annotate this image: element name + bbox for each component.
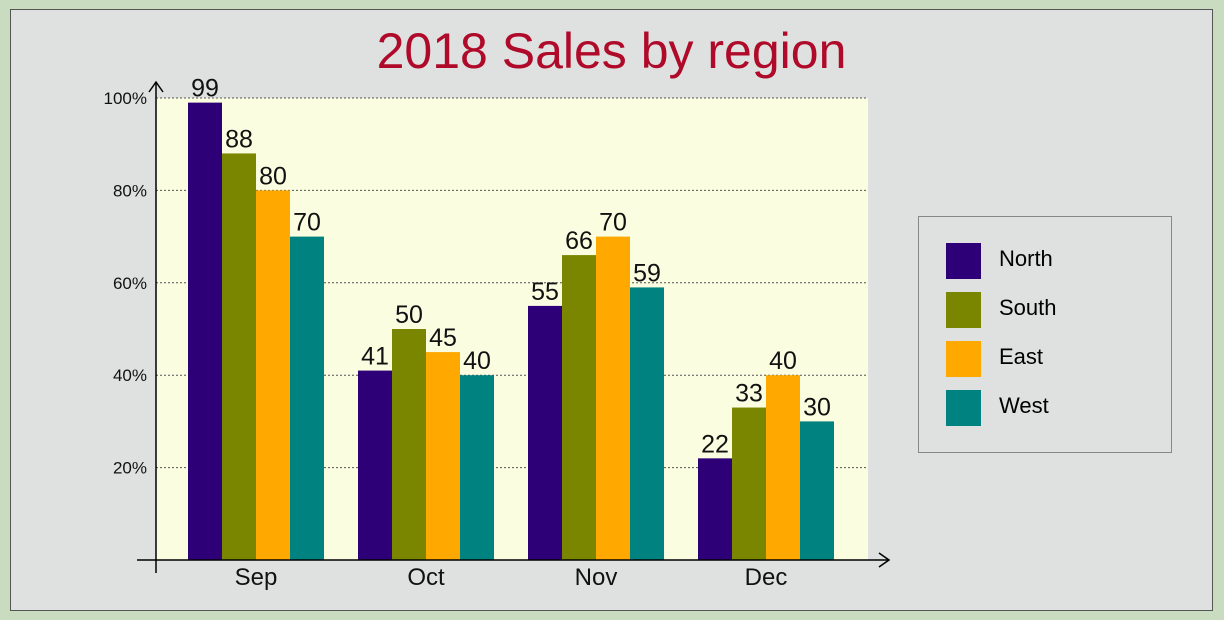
legend-label: South — [999, 295, 1057, 320]
bar-south-nov — [562, 255, 596, 560]
x-tick-label: Nov — [575, 564, 618, 591]
chart-plot: 20%40%60%80%100% 99888070Sep41504540Oct55… — [104, 75, 891, 591]
bar-east-nov — [596, 236, 630, 560]
data-label: 41 — [361, 343, 389, 371]
bar-east-dec — [766, 375, 800, 560]
x-tick-label: Sep — [235, 564, 278, 591]
data-label: 50 — [395, 301, 423, 329]
legend-item-north: North — [946, 243, 1166, 279]
y-tick-label: 20% — [113, 459, 147, 478]
chart-legend: North South East West — [918, 216, 1172, 453]
bar-west-sep — [290, 236, 324, 560]
bar-south-dec — [732, 407, 766, 560]
bar-west-dec — [800, 421, 834, 560]
y-axis-arrow — [148, 80, 164, 93]
y-tick-label: 60% — [113, 274, 147, 293]
legend-label: North — [999, 246, 1053, 271]
legend-label: West — [999, 393, 1049, 418]
bar-north-nov — [528, 305, 562, 560]
legend-label: East — [999, 344, 1044, 369]
x-axis-arrow — [878, 552, 891, 568]
data-label: 22 — [701, 430, 729, 458]
bar-south-oct — [392, 329, 426, 560]
data-label: 88 — [225, 125, 253, 153]
data-label: 66 — [565, 227, 593, 255]
bar-east-oct — [426, 352, 460, 560]
data-label: 55 — [531, 278, 559, 306]
data-label: 80 — [259, 162, 287, 190]
y-tick-label: 40% — [113, 366, 147, 385]
data-label: 99 — [191, 75, 219, 103]
bar-west-nov — [630, 287, 664, 560]
legend-swatch — [946, 243, 981, 279]
data-label: 33 — [735, 380, 763, 408]
legend-swatch — [946, 292, 981, 328]
bar-south-sep — [222, 153, 256, 560]
bar-north-dec — [698, 458, 732, 560]
x-tick-label: Dec — [745, 564, 788, 591]
data-label: 59 — [633, 259, 661, 287]
y-tick-label: 100% — [104, 89, 147, 108]
legend-item-east: East — [946, 341, 1166, 377]
chart-title: 2018 Sales by region — [376, 23, 847, 79]
bar-west-oct — [460, 375, 494, 560]
legend-swatch — [946, 341, 981, 377]
data-label: 70 — [293, 209, 321, 237]
data-label: 40 — [769, 347, 797, 375]
chart-frame: 2018 Sales by region 20% 40% 60% 80% 100% 99 8… — [10, 9, 1213, 611]
data-label: 30 — [803, 393, 831, 421]
data-label: 40 — [463, 347, 491, 375]
data-label: 45 — [429, 324, 457, 352]
bar-north-oct — [358, 370, 392, 560]
legend-item-south: South — [946, 292, 1166, 328]
x-tick-label: Oct — [407, 564, 445, 591]
data-label: 70 — [599, 209, 627, 237]
legend-swatch — [946, 390, 981, 426]
bar-north-sep — [188, 102, 222, 561]
y-tick-label: 80% — [113, 181, 147, 200]
legend-item-west: West — [946, 390, 1166, 426]
bar-east-sep — [256, 190, 290, 560]
